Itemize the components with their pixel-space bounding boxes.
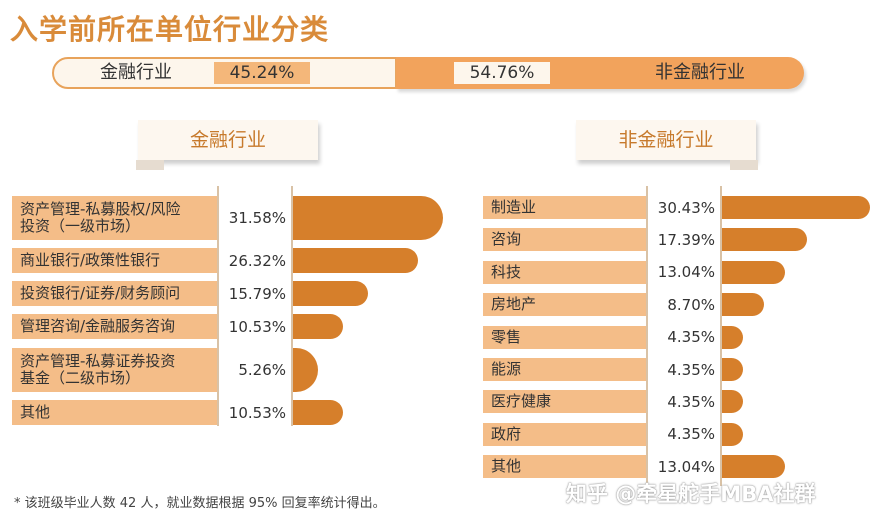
finance-share-value: 45.24% xyxy=(214,62,310,84)
category-label: 资产管理-私募股权/风险 投资（一级市场） xyxy=(12,196,217,240)
category-label-text: 资产管理-私募股权/风险 投资（一级市场） xyxy=(20,200,181,235)
category-label-text: 政府 xyxy=(491,424,522,443)
bar xyxy=(293,248,419,273)
category-label: 能源 xyxy=(483,358,646,381)
ribbon-fold xyxy=(730,160,758,170)
bar xyxy=(293,400,344,425)
value-label: 10.53% xyxy=(228,317,286,336)
value-label: 31.58% xyxy=(228,209,286,227)
category-label-text: 医疗健康 xyxy=(491,392,552,411)
category-label: 其他 xyxy=(12,400,217,425)
bar xyxy=(722,358,744,381)
footnote: * 该班级毕业人数 42 人，就业数据根据 95% 回复率统计得出。 xyxy=(14,496,386,511)
category-label: 咨询 xyxy=(483,228,646,252)
value-label: 26.32% xyxy=(228,251,286,270)
value-label: 5.26% xyxy=(238,361,286,379)
value-label: 15.79% xyxy=(228,284,286,303)
category-label-text: 投资银行/证券/财务顾问 xyxy=(20,284,181,302)
category-label-text: 零售 xyxy=(491,327,522,346)
axis-line xyxy=(720,186,722,486)
value-label: 4.35% xyxy=(667,360,715,379)
ribbon-fold xyxy=(136,160,164,170)
bar xyxy=(722,455,786,479)
page-title: 入学前所在单位行业分类 xyxy=(10,13,330,46)
category-label-text: 能源 xyxy=(491,360,522,378)
bar xyxy=(722,325,744,349)
axis-line xyxy=(646,186,648,486)
category-label: 政府 xyxy=(483,422,646,446)
category-label: 科技 xyxy=(483,260,646,284)
category-label-text: 科技 xyxy=(491,262,522,281)
category-label: 制造业 xyxy=(483,196,646,219)
axis-line xyxy=(291,186,293,426)
bar xyxy=(722,293,765,317)
bar xyxy=(293,281,368,306)
category-label: 医疗健康 xyxy=(483,390,646,414)
bar xyxy=(722,260,786,284)
category-label-text: 资产管理-私募证券投资 基金（二级市场） xyxy=(20,352,176,387)
value-label: 30.43% xyxy=(657,198,715,217)
value-label: 13.04% xyxy=(657,263,715,282)
bar xyxy=(722,390,744,414)
category-label: 房地产 xyxy=(483,293,646,317)
value-label: 8.70% xyxy=(667,295,715,314)
category-label: 零售 xyxy=(483,325,646,349)
category-label: 其他 xyxy=(483,455,646,479)
finance-chart-title-text: 金融行业 xyxy=(189,129,266,151)
category-label: 管理咨询/金融服务咨询 xyxy=(12,314,217,339)
bar xyxy=(293,196,443,240)
bar xyxy=(722,228,807,252)
non-finance-chart-title-text: 非金融行业 xyxy=(618,129,714,151)
value-label: 10.53% xyxy=(228,403,286,422)
finance-share-label: 金融行业 xyxy=(100,62,172,83)
finance-chart-title: 金融行业 xyxy=(136,120,318,170)
value-label: 17.39% xyxy=(657,230,715,249)
bar xyxy=(293,314,344,339)
value-label: 13.04% xyxy=(657,457,715,476)
category-label-text: 商业银行/政策性银行 xyxy=(20,251,161,269)
bar xyxy=(293,348,318,392)
category-label: 资产管理-私募证券投资 基金（二级市场） xyxy=(12,348,217,392)
category-label: 商业银行/政策性银行 xyxy=(12,248,217,273)
non-finance-chart-title: 非金融行业 xyxy=(576,120,758,170)
category-label-text: 管理咨询/金融服务咨询 xyxy=(20,317,176,335)
category-label: 投资银行/证券/财务顾问 xyxy=(12,281,217,306)
axis-line xyxy=(217,186,219,426)
value-label: 4.35% xyxy=(667,328,715,347)
category-label-text: 咨询 xyxy=(491,230,522,249)
category-label-text: 其他 xyxy=(491,457,522,476)
value-label: 4.35% xyxy=(667,425,715,444)
non-finance-share-label: 非金融行业 xyxy=(655,62,745,83)
category-label-text: 制造业 xyxy=(491,198,537,216)
non-finance-share-value: 54.76% xyxy=(454,62,550,84)
category-label-text: 房地产 xyxy=(491,295,537,314)
category-label-text: 其他 xyxy=(20,403,51,421)
bar xyxy=(722,422,744,446)
value-label: 4.35% xyxy=(667,392,715,411)
bar xyxy=(722,196,870,219)
watermark: 知乎 @牵星舵手MBA社群 xyxy=(566,482,816,506)
